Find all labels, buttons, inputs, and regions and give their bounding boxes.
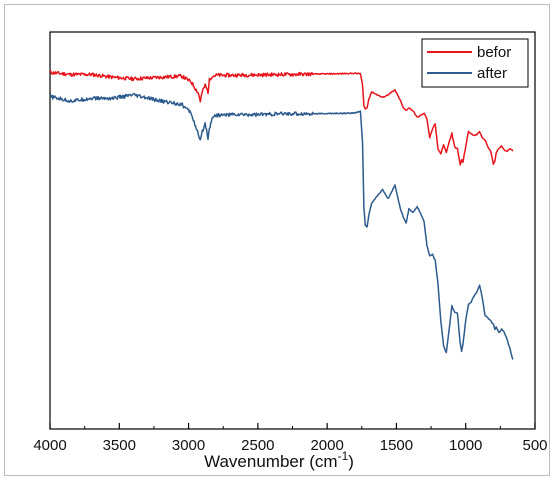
plot-area-border	[49, 31, 536, 430]
series-line-befor	[49, 70, 514, 166]
x-tick-label: 4000	[33, 437, 66, 454]
x-tick-label: 2500	[241, 437, 274, 454]
ir-spectrum-chart: 4000 3500 3000 2500 2000 1500 1000 500 befor af…	[33, 31, 548, 471]
x-axis-title: Wavenumber (cm-1)	[204, 449, 354, 471]
series-line-after	[49, 92, 514, 360]
x-tick-label: 3500	[103, 437, 136, 454]
legend: befor after	[421, 38, 529, 88]
x-axis-title-close: )	[348, 452, 354, 471]
x-axis-ticks: 4000 3500 3000 2500 2000 1500 1000 500	[33, 423, 548, 454]
x-tick-label: 1000	[449, 437, 482, 454]
x-tick-label: 3000	[172, 437, 205, 454]
x-tick-label: 1500	[380, 437, 413, 454]
series-layer	[49, 70, 514, 360]
legend-box	[421, 38, 529, 88]
legend-label-befor: befor	[477, 44, 511, 61]
x-tick-label: 500	[522, 437, 547, 454]
x-tick-label: 2000	[310, 437, 343, 454]
legend-label-after: after	[477, 65, 507, 82]
figure-frame: 4000 3500 3000 2500 2000 1500 1000 500 befor af…	[4, 4, 550, 476]
x-axis-title-superscript: -1	[338, 449, 349, 463]
x-axis-title-main: Wavenumber (cm	[204, 452, 338, 471]
